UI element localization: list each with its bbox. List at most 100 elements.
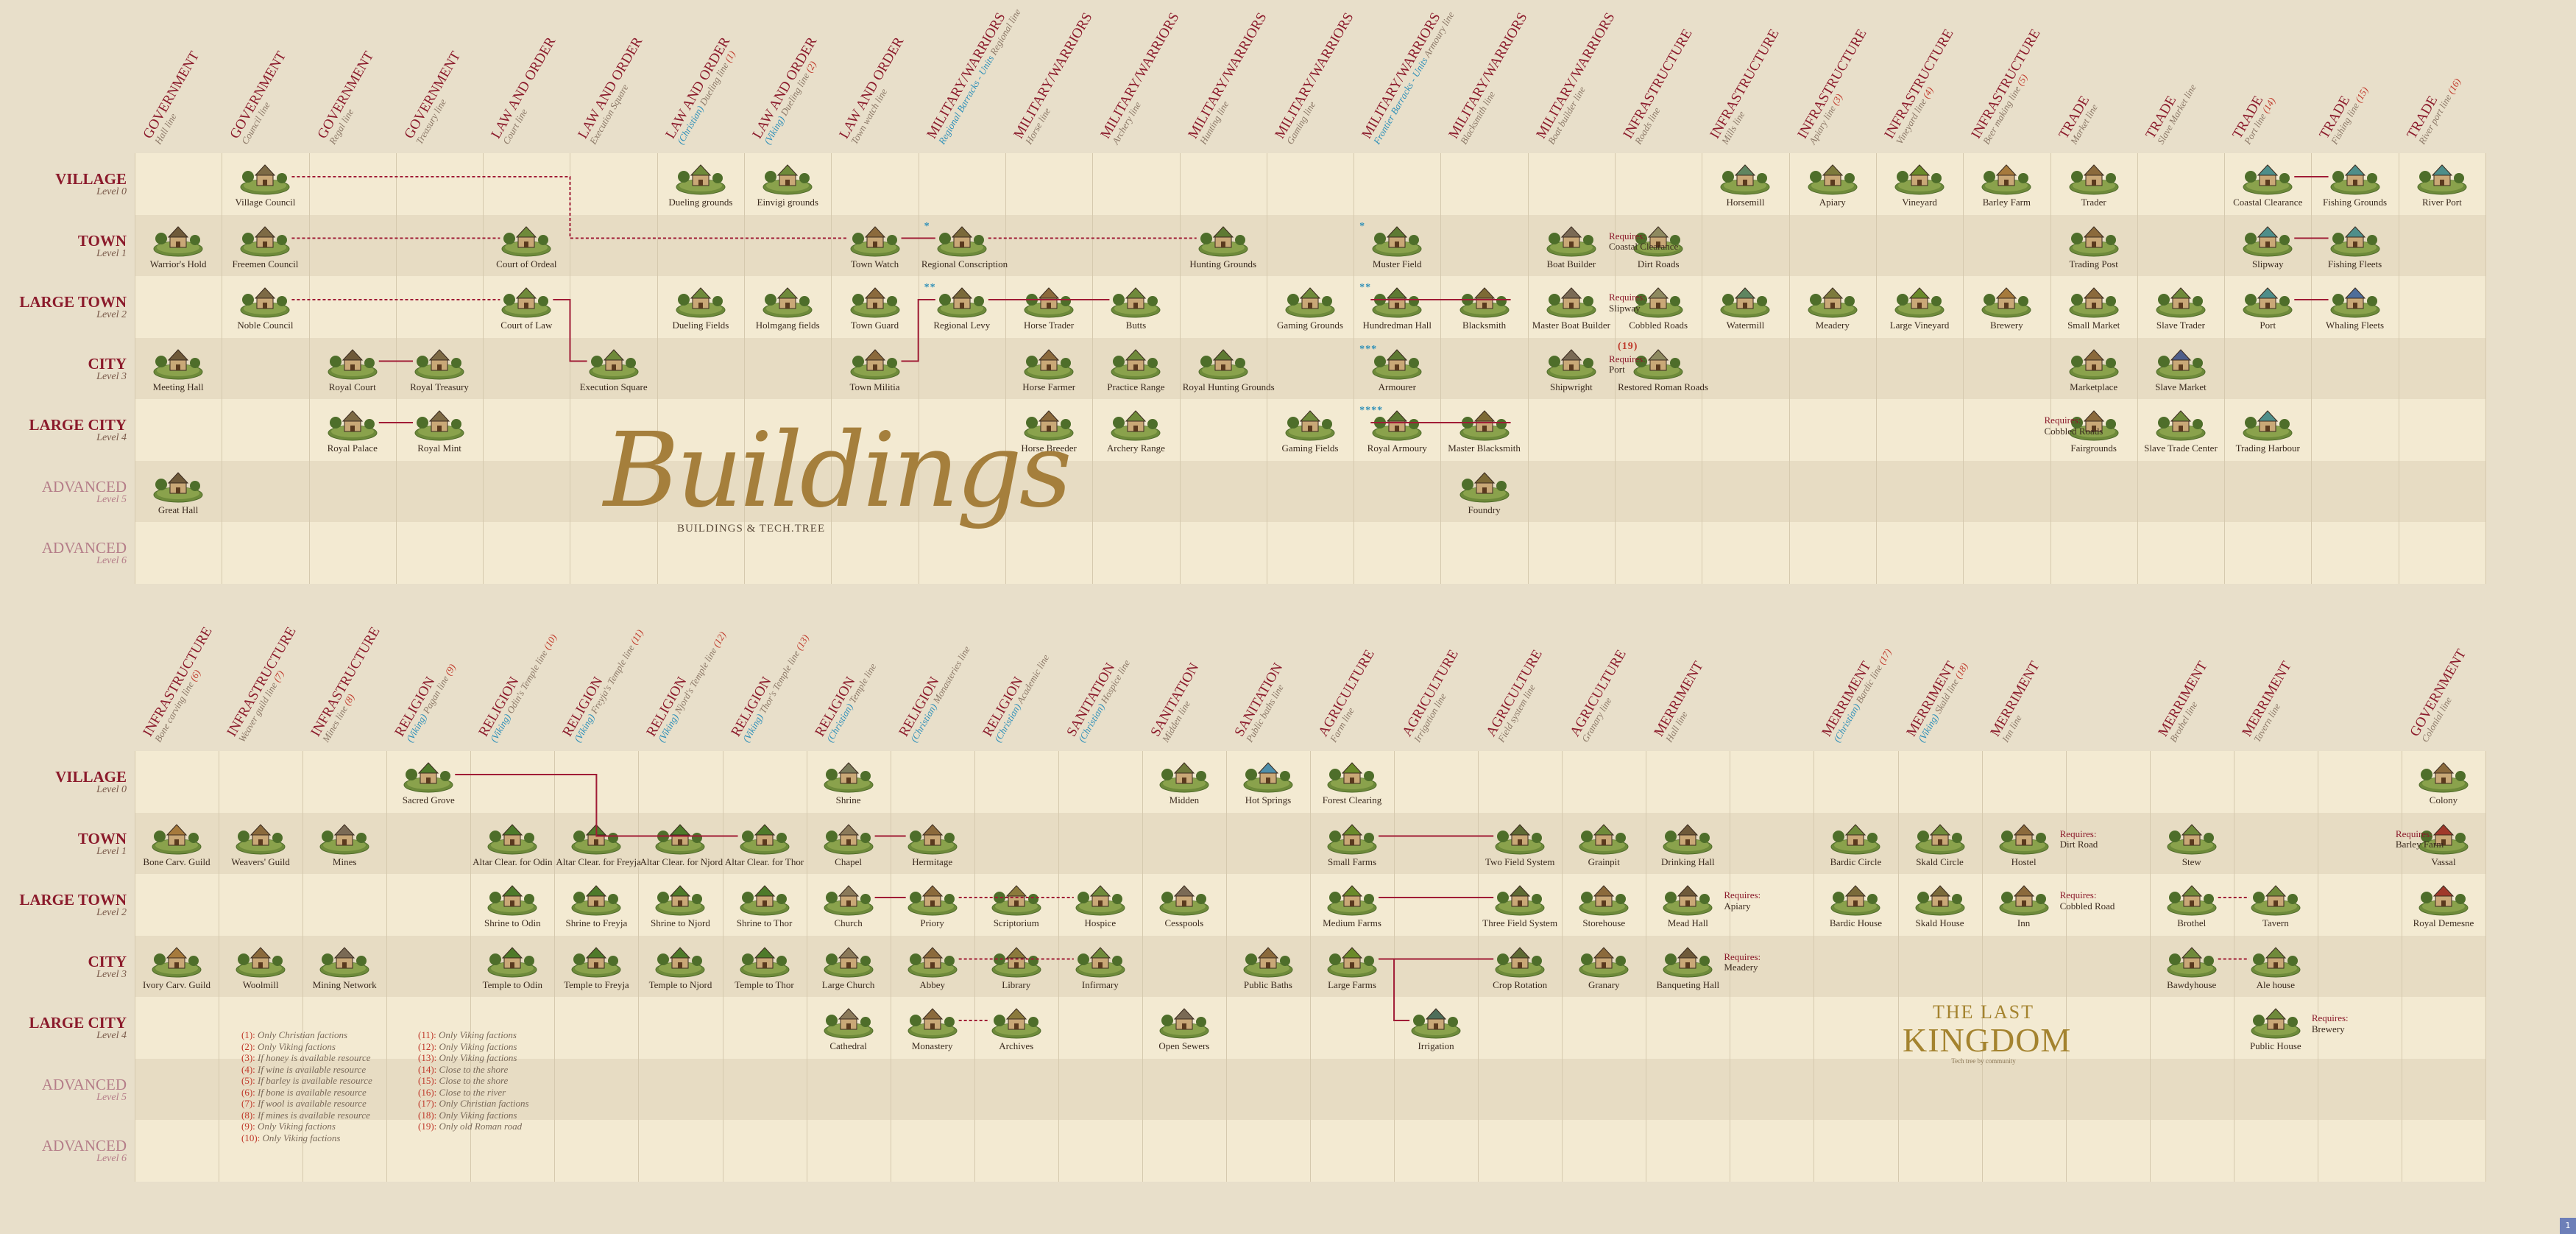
building-master-boat-builder[interactable]: Master Boat Builder: [1531, 281, 1612, 331]
building-royal-treasury[interactable]: Royal Treasury: [399, 342, 480, 393]
building-watermill[interactable]: Watermill: [1705, 281, 1786, 331]
building-town-watch[interactable]: Town Watch: [835, 219, 916, 270]
building-bardic-circle[interactable]: Bardic Circle: [1815, 817, 1896, 868]
building-hospice[interactable]: Hospice: [1060, 878, 1141, 929]
building-priory[interactable]: Priory: [892, 878, 973, 929]
building-archives[interactable]: Archives: [976, 1001, 1057, 1052]
building-restored-roman-roads[interactable]: Restored Roman Roads: [1618, 342, 1708, 393]
building-large-church[interactable]: Large Church: [808, 940, 889, 991]
building-hermitage[interactable]: Hermitage: [892, 817, 973, 868]
building-public-house[interactable]: Public House: [2235, 1001, 2316, 1052]
building-small-market[interactable]: Small Market: [2053, 281, 2134, 331]
building-freemen-council[interactable]: Freemen Council: [224, 219, 305, 270]
building-bone-carv-guild[interactable]: Bone Carv. Guild: [136, 817, 217, 868]
building-church[interactable]: Church: [808, 878, 889, 929]
building-skald-circle[interactable]: Skald Circle: [1900, 817, 1981, 868]
building-royal-palace[interactable]: Royal Palace: [312, 403, 393, 454]
building-banqueting-hall[interactable]: Banqueting Hall: [1647, 940, 1728, 991]
building-mead-hall[interactable]: Mead Hall: [1647, 878, 1728, 929]
building-einvigi-grounds[interactable]: Einvigi grounds: [747, 158, 828, 208]
building-royal-court[interactable]: Royal Court: [312, 342, 393, 393]
building-altar-clear-for-freyja[interactable]: Altar Clear. for Freyja: [556, 817, 641, 868]
building-stew[interactable]: Stew: [2151, 817, 2232, 868]
building-regional-conscription[interactable]: Regional Conscription: [921, 219, 1008, 270]
building-mining-network[interactable]: Mining Network: [304, 940, 385, 991]
building-drinking-hall[interactable]: Drinking Hall: [1647, 817, 1728, 868]
building-dirt-roads[interactable]: Dirt Roads: [1618, 219, 1699, 270]
building-village-council[interactable]: Village Council: [224, 158, 305, 208]
building-gaming-grounds[interactable]: Gaming Grounds: [1270, 281, 1351, 331]
building-temple-to-thor[interactable]: Temple to Thor: [724, 940, 805, 991]
building-bawdyhouse[interactable]: Bawdyhouse: [2151, 940, 2232, 991]
building-ivory-carv-guild[interactable]: Ivory Carv. Guild: [136, 940, 217, 991]
building-hundredman-hall[interactable]: Hundredman Hall: [1356, 281, 1437, 331]
building-open-sewers[interactable]: Open Sewers: [1144, 1001, 1225, 1052]
building-royal-armoury[interactable]: Royal Armoury: [1356, 403, 1437, 454]
building-river-port[interactable]: River Port: [2402, 158, 2483, 208]
building-public-baths[interactable]: Public Baths: [1228, 940, 1309, 991]
building-abbey[interactable]: Abbey: [892, 940, 973, 991]
building-slave-trade-center[interactable]: Slave Trade Center: [2140, 403, 2221, 454]
building-royal-mint[interactable]: Royal Mint: [399, 403, 480, 454]
building-armourer[interactable]: Armourer: [1356, 342, 1437, 393]
building-horse-farmer[interactable]: Horse Farmer: [1008, 342, 1089, 393]
building-archery-range[interactable]: Archery Range: [1095, 403, 1176, 454]
building-shrine-to-freyja[interactable]: Shrine to Freyja: [556, 878, 637, 929]
building-hot-springs[interactable]: Hot Springs: [1228, 755, 1309, 806]
building-cobbled-roads[interactable]: Cobbled Roads: [1618, 281, 1699, 331]
building-storehouse[interactable]: Storehouse: [1563, 878, 1644, 929]
building-temple-to-odin[interactable]: Temple to Odin: [472, 940, 553, 991]
building-butts[interactable]: Butts: [1095, 281, 1176, 331]
building-town-militia[interactable]: Town Militia: [835, 342, 916, 393]
building-trading-harbour[interactable]: Trading Harbour: [2227, 403, 2308, 454]
building-gaming-fields[interactable]: Gaming Fields: [1270, 403, 1351, 454]
building-medium-farms[interactable]: Medium Farms: [1312, 878, 1393, 929]
building-hunting-grounds[interactable]: Hunting Grounds: [1183, 219, 1264, 270]
building-crop-rotation[interactable]: Crop Rotation: [1479, 940, 1560, 991]
building-trader[interactable]: Trader: [2053, 158, 2134, 208]
building-monastery[interactable]: Monastery: [892, 1001, 973, 1052]
building-barley-farm[interactable]: Barley Farm: [1966, 158, 2047, 208]
building-practice-range[interactable]: Practice Range: [1095, 342, 1176, 393]
building-woolmill[interactable]: Woolmill: [220, 940, 301, 991]
building-shrine[interactable]: Shrine: [808, 755, 889, 806]
building-slave-market[interactable]: Slave Market: [2140, 342, 2221, 393]
building-shrine-to-njord[interactable]: Shrine to Njord: [640, 878, 721, 929]
building-slipway[interactable]: Slipway: [2227, 219, 2308, 270]
building-shrine-to-thor[interactable]: Shrine to Thor: [724, 878, 805, 929]
building-mines[interactable]: Mines: [304, 817, 385, 868]
building-horse-breeder[interactable]: Horse Breeder: [1008, 403, 1089, 454]
building-foundry[interactable]: Foundry: [1444, 465, 1525, 516]
building-bardic-house[interactable]: Bardic House: [1815, 878, 1896, 929]
building-irrigation[interactable]: Irrigation: [1395, 1001, 1476, 1052]
building-slave-trader[interactable]: Slave Trader: [2140, 281, 2221, 331]
building-meadery[interactable]: Meadery: [1792, 281, 1873, 331]
building-skald-house[interactable]: Skald House: [1900, 878, 1981, 929]
building-royal-hunting-grounds[interactable]: Royal Hunting Grounds: [1183, 342, 1275, 393]
building-court-of-ordeal[interactable]: Court of Ordeal: [486, 219, 567, 270]
building-library[interactable]: Library: [976, 940, 1057, 991]
building-dueling-grounds[interactable]: Dueling grounds: [660, 158, 741, 208]
building-colony[interactable]: Colony: [2403, 755, 2484, 806]
building-weavers-guild[interactable]: Weavers' Guild: [220, 817, 301, 868]
building-marketplace[interactable]: Marketplace: [2053, 342, 2134, 393]
building-dueling-fields[interactable]: Dueling Fields: [660, 281, 741, 331]
building-grainpit[interactable]: Grainpit: [1563, 817, 1644, 868]
building-two-field-system[interactable]: Two Field System: [1479, 817, 1560, 868]
building-infirmary[interactable]: Infirmary: [1060, 940, 1141, 991]
building-muster-field[interactable]: Muster Field: [1356, 219, 1437, 270]
building-town-guard[interactable]: Town Guard: [835, 281, 916, 331]
building-vassal[interactable]: Vassal: [2403, 817, 2484, 868]
building-trading-post[interactable]: Trading Post: [2053, 219, 2134, 270]
building-coastal-clearance[interactable]: Coastal Clearance: [2227, 158, 2308, 208]
building-large-farms[interactable]: Large Farms: [1312, 940, 1393, 991]
building-brewery[interactable]: Brewery: [1966, 281, 2047, 331]
building-regional-levy[interactable]: Regional Levy: [921, 281, 1002, 331]
building-shrine-to-odin[interactable]: Shrine to Odin: [472, 878, 553, 929]
building-scriptorium[interactable]: Scriptorium: [976, 878, 1057, 929]
building-temple-to-freyja[interactable]: Temple to Freyja: [556, 940, 637, 991]
building-altar-clear-for-odin[interactable]: Altar Clear. for Odin: [472, 817, 553, 868]
building-temple-to-njord[interactable]: Temple to Njord: [640, 940, 721, 991]
building-forest-clearing[interactable]: Forest Clearing: [1312, 755, 1393, 806]
building-cathedral[interactable]: Cathedral: [808, 1001, 889, 1052]
